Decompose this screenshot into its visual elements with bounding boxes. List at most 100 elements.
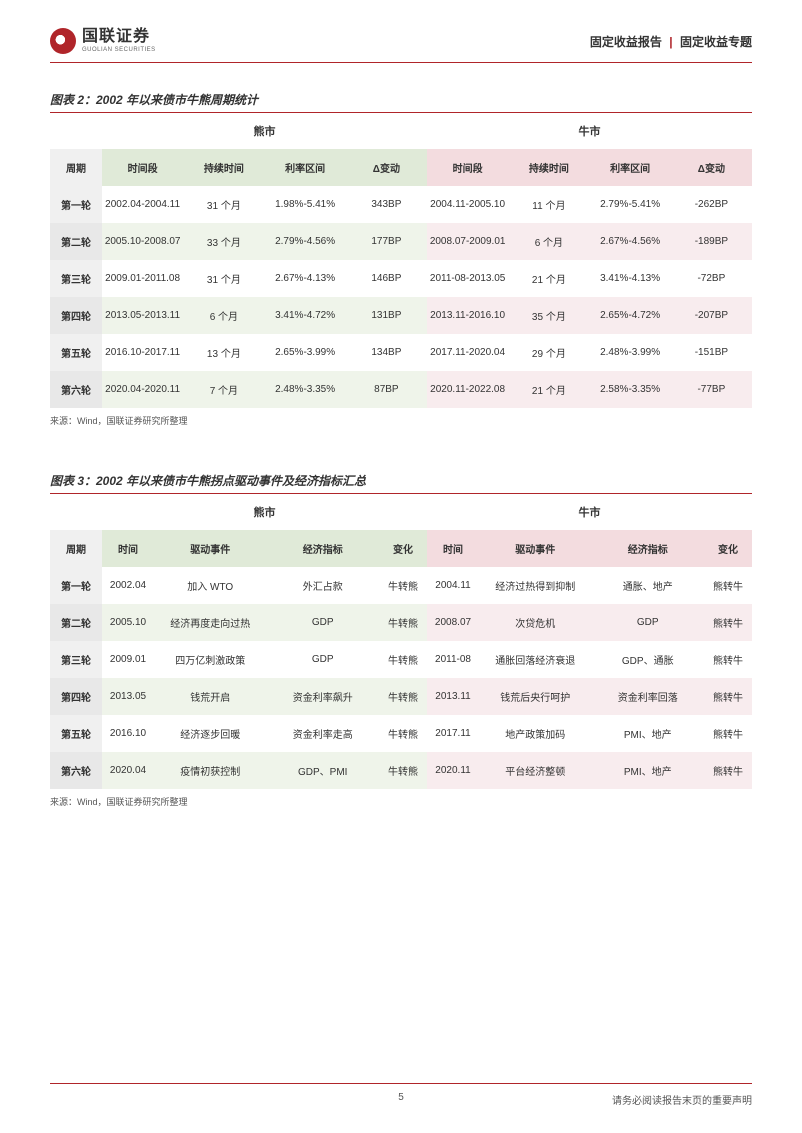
th-bull: 牛市 bbox=[427, 113, 752, 149]
th-bull-time: 时间 bbox=[427, 530, 479, 567]
cell-bear-delta: 131BP bbox=[346, 297, 427, 334]
cell-bull-delta: -151BP bbox=[671, 334, 752, 371]
page-header: 国联证券 GUOLIAN SECURITIES 固定收益报告 | 固定收益专题 bbox=[50, 28, 752, 63]
cell-bull-dur: 11 个月 bbox=[508, 186, 589, 223]
table-row: 第三轮2009.01四万亿刺激政策GDP牛转熊2011-08通胀回落经济衰退GD… bbox=[50, 641, 752, 678]
cell-bear-event: 疫情初获控制 bbox=[154, 752, 267, 789]
cell-bull-time: 2020.11 bbox=[427, 752, 479, 789]
cell-bull-dur: 6 个月 bbox=[508, 223, 589, 260]
cell-cycle: 第一轮 bbox=[50, 186, 102, 223]
th-bear: 熊市 bbox=[102, 494, 427, 530]
separator-icon: | bbox=[669, 35, 672, 49]
figure-2-title: 图表 2：2002 年以来债市牛熊周期统计 bbox=[50, 91, 752, 113]
cell-bull-time: 2017.11 bbox=[427, 715, 479, 752]
th-bull: 牛市 bbox=[427, 494, 752, 530]
cell-bull-chg: 熊转牛 bbox=[704, 752, 752, 789]
cell-bull-ind: GDP bbox=[592, 604, 705, 641]
cell-bear-period: 2020.04-2020.11 bbox=[102, 371, 183, 408]
cell-bear-event: 加入 WTO bbox=[154, 567, 267, 604]
table-row: 第五轮2016.10-2017.1113 个月2.65%-3.99%134BP2… bbox=[50, 334, 752, 371]
cell-bull-ind: PMI、地产 bbox=[592, 752, 705, 789]
cell-bull-chg: 熊转牛 bbox=[704, 604, 752, 641]
cell-bear-time: 2013.05 bbox=[102, 678, 154, 715]
page-footer: 5 请务必阅读报告末页的重要声明 bbox=[50, 1083, 752, 1107]
cell-bull-time: 2004.11 bbox=[427, 567, 479, 604]
th-bear-delta: Δ变动 bbox=[346, 149, 427, 186]
table-row: 第一轮2002.04-2004.1131 个月1.98%-5.41%343BP2… bbox=[50, 186, 752, 223]
logo-icon bbox=[50, 28, 76, 54]
cell-bear-range: 1.98%-5.41% bbox=[265, 186, 346, 223]
cell-bear-period: 2013.05-2013.11 bbox=[102, 297, 183, 334]
cell-bull-chg: 熊转牛 bbox=[704, 715, 752, 752]
table-row: 第二轮2005.10经济再度走向过热GDP牛转熊2008.07次贷危机GDP熊转… bbox=[50, 604, 752, 641]
th-bear-period: 时间段 bbox=[102, 149, 183, 186]
cell-bull-period: 2013.11-2016.10 bbox=[427, 297, 508, 334]
th-bear-time: 时间 bbox=[102, 530, 154, 567]
figure-3-source: 来源：Wind，国联证券研究所整理 bbox=[50, 795, 752, 808]
cell-bull-delta: -72BP bbox=[671, 260, 752, 297]
cell-bull-delta: -77BP bbox=[671, 371, 752, 408]
cell-cycle: 第四轮 bbox=[50, 297, 102, 334]
cell-bear-time: 2020.04 bbox=[102, 752, 154, 789]
cell-bear-time: 2002.04 bbox=[102, 567, 154, 604]
cell-bear-delta: 177BP bbox=[346, 223, 427, 260]
table-row: 第一轮2002.04加入 WTO外汇占款牛转熊2004.11经济过热得到抑制通胀… bbox=[50, 567, 752, 604]
cell-cycle: 第一轮 bbox=[50, 567, 102, 604]
th-bear-event: 驱动事件 bbox=[154, 530, 267, 567]
cell-bear-dur: 31 个月 bbox=[183, 186, 264, 223]
cell-bull-event: 经济过热得到抑制 bbox=[479, 567, 592, 604]
table-row: 第六轮2020.04疫情初获控制GDP、PMI牛转熊2020.11平台经济整顿P… bbox=[50, 752, 752, 789]
cell-bear-chg: 牛转熊 bbox=[379, 752, 427, 789]
page-number: 5 bbox=[398, 1092, 404, 1103]
cell-bear-delta: 134BP bbox=[346, 334, 427, 371]
table-row: 第四轮2013.05钱荒开启资金利率飙升牛转熊2013.11钱荒后央行呵护资金利… bbox=[50, 678, 752, 715]
cell-bear-range: 3.41%-4.72% bbox=[265, 297, 346, 334]
cell-bull-dur: 21 个月 bbox=[508, 260, 589, 297]
cell-bear-ind: GDP、PMI bbox=[267, 752, 380, 789]
cell-bear-period: 2002.04-2004.11 bbox=[102, 186, 183, 223]
cell-bull-range: 2.67%-4.56% bbox=[590, 223, 671, 260]
th-bull-delta: Δ变动 bbox=[671, 149, 752, 186]
cell-bear-chg: 牛转熊 bbox=[379, 678, 427, 715]
th-bull-event: 驱动事件 bbox=[479, 530, 592, 567]
cell-cycle: 第二轮 bbox=[50, 604, 102, 641]
figure-2: 图表 2：2002 年以来债市牛熊周期统计 熊市 牛市 周期 时间段 持续时间 … bbox=[50, 91, 752, 427]
logo-text-cn: 国联证券 bbox=[82, 29, 156, 45]
cell-bull-dur: 21 个月 bbox=[508, 371, 589, 408]
cell-bear-time: 2009.01 bbox=[102, 641, 154, 678]
cell-cycle: 第三轮 bbox=[50, 641, 102, 678]
th-blank bbox=[50, 494, 102, 530]
cell-bull-delta: -207BP bbox=[671, 297, 752, 334]
cell-cycle: 第六轮 bbox=[50, 371, 102, 408]
cell-bull-delta: -189BP bbox=[671, 223, 752, 260]
cell-bull-period: 2017.11-2020.04 bbox=[427, 334, 508, 371]
footer-disclaimer: 请务必阅读报告末页的重要声明 bbox=[612, 1092, 752, 1107]
cell-bull-range: 2.65%-4.72% bbox=[590, 297, 671, 334]
cell-bear-ind: 资金利率走高 bbox=[267, 715, 380, 752]
cell-bear-time: 2005.10 bbox=[102, 604, 154, 641]
cell-cycle: 第五轮 bbox=[50, 334, 102, 371]
cell-cycle: 第六轮 bbox=[50, 752, 102, 789]
cell-bear-dur: 33 个月 bbox=[183, 223, 264, 260]
cell-bear-ind: GDP bbox=[267, 641, 380, 678]
cell-bear-dur: 6 个月 bbox=[183, 297, 264, 334]
cell-bull-period: 2011-08-2013.05 bbox=[427, 260, 508, 297]
th-bull-dur: 持续时间 bbox=[508, 149, 589, 186]
cell-bull-event: 钱荒后央行呵护 bbox=[479, 678, 592, 715]
cell-bull-period: 2008.07-2009.01 bbox=[427, 223, 508, 260]
table-row: 第六轮2020.04-2020.117 个月2.48%-3.35%87BP202… bbox=[50, 371, 752, 408]
cell-bear-period: 2005.10-2008.07 bbox=[102, 223, 183, 260]
cell-bear-delta: 87BP bbox=[346, 371, 427, 408]
th-bear-range: 利率区间 bbox=[265, 149, 346, 186]
cell-bear-dur: 7 个月 bbox=[183, 371, 264, 408]
cell-bear-event: 经济逐步回暖 bbox=[154, 715, 267, 752]
cell-bear-time: 2016.10 bbox=[102, 715, 154, 752]
th-bull-chg: 变化 bbox=[704, 530, 752, 567]
cell-bull-time: 2013.11 bbox=[427, 678, 479, 715]
cell-bull-ind: GDP、通胀 bbox=[592, 641, 705, 678]
cell-bull-ind: 资金利率回落 bbox=[592, 678, 705, 715]
figure-2-source: 来源：Wind，国联证券研究所整理 bbox=[50, 414, 752, 427]
figure-3-title: 图表 3：2002 年以来债市牛熊拐点驱动事件及经济指标汇总 bbox=[50, 472, 752, 494]
cell-bear-event: 钱荒开启 bbox=[154, 678, 267, 715]
th-bear: 熊市 bbox=[102, 113, 427, 149]
